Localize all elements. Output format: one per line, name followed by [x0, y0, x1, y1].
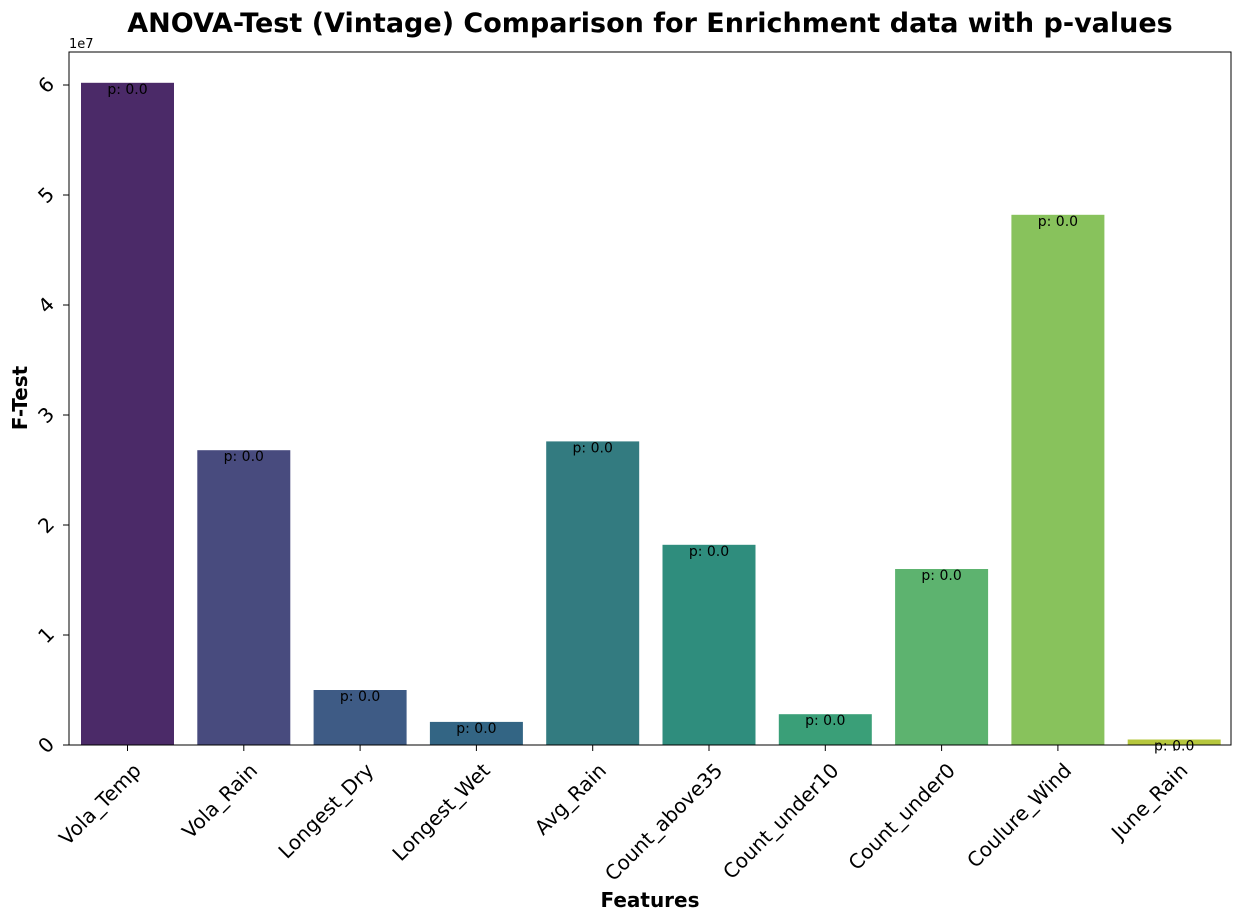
- bar-count-under0: [895, 569, 989, 745]
- y-tick-label: 1: [33, 622, 59, 648]
- bars-group: [81, 82, 1221, 746]
- bar-coulure-wind: [1011, 214, 1105, 746]
- bar-longest-dry: [313, 690, 407, 745]
- plot-area-frame: [68, 51, 1232, 746]
- x-tick-label: Vola_Temp: [54, 758, 146, 850]
- y-tick-label: 4: [33, 292, 59, 318]
- bar-vola-temp: [81, 82, 174, 746]
- bar-label-count-under0: p: 0.0: [921, 568, 961, 584]
- bar-label-longest-wet: p: 0.0: [456, 721, 496, 737]
- bar-label-count-above35: p: 0.0: [689, 544, 729, 560]
- y-axis-scale-label: 1e7: [69, 37, 94, 52]
- bar-label-avg-rain: p: 0.0: [573, 440, 613, 456]
- y-tick-label: 3: [33, 402, 59, 428]
- bar-count-under10: [778, 714, 872, 745]
- x-tick-label: Vola_Rain: [177, 758, 262, 843]
- bar-label-coulure-wind: p: 0.0: [1038, 214, 1078, 230]
- bar-label-longest-dry: p: 0.0: [340, 689, 380, 705]
- bar-label-vola-temp: p: 0.0: [107, 82, 147, 98]
- x-tick-label: June_Rain: [1105, 758, 1192, 845]
- y-tick-label: 0: [33, 732, 59, 758]
- x-tick-label: Longest_Wet: [387, 758, 494, 865]
- y-tick-label: 5: [33, 182, 59, 208]
- bar-label-count-under10: p: 0.0: [805, 713, 845, 729]
- x-tick-label: Coulure_Wind: [962, 758, 1076, 872]
- y-tick-label: 6: [33, 72, 59, 98]
- bar-june-rain: [1127, 739, 1221, 745]
- y-axis-label: F-Test: [8, 365, 32, 430]
- x-tick-label: Count_above35: [600, 758, 727, 885]
- bar-avg-rain: [546, 441, 640, 745]
- y-tick-label: 2: [33, 512, 59, 538]
- x-tick-label: Count_under10: [718, 758, 843, 883]
- x-tick-label: Longest_Dry: [273, 758, 378, 863]
- bar-labels-group: p: 0.0 p: 0.0 p: 0.0 p: 0.0 p: 0.0 p: 0.0 p: 0…: [107, 82, 1194, 755]
- bar-label-vola-rain: p: 0.0: [224, 449, 264, 465]
- x-axis-label: Features: [600, 888, 699, 912]
- bar-count-above35: [662, 544, 756, 745]
- bar-longest-wet: [429, 721, 523, 745]
- x-axis-ticks: Vola_Temp Vola_Rain Longest_Dry Longest_Wet…: [54, 745, 1192, 886]
- x-tick-label: Count_under0: [843, 758, 959, 874]
- x-tick-label: Avg_Rain: [530, 758, 611, 839]
- chart-title: ANOVA-Test (Vintage) Comparison for Enri…: [127, 8, 1173, 39]
- y-axis-ticks: 0 1 2 3 4 5 6: [33, 72, 69, 758]
- bar-vola-rain: [197, 450, 291, 745]
